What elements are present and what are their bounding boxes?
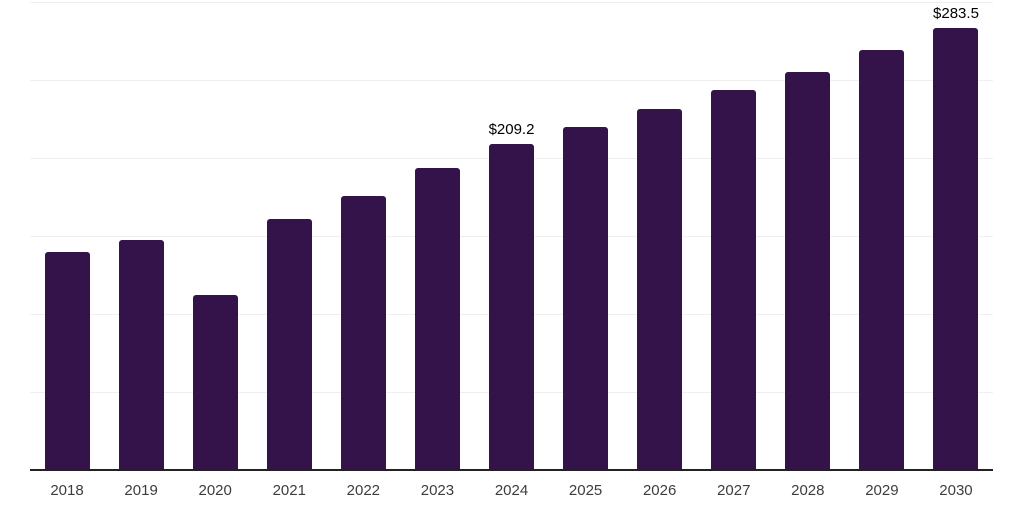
bar-2021 bbox=[266, 219, 312, 470]
bar-2027 bbox=[711, 89, 757, 470]
x-axis-label-2020: 2020 bbox=[198, 482, 232, 499]
gridline bbox=[30, 79, 993, 81]
bar-slot-2029 bbox=[845, 2, 919, 470]
x-axis-label-2029: 2029 bbox=[865, 482, 899, 499]
x-axis-label-2026: 2026 bbox=[642, 482, 677, 499]
x-axis-label-2028: 2028 bbox=[791, 482, 825, 499]
x-axis-label-2024: 2024 bbox=[494, 482, 529, 499]
bar-slot-2026 bbox=[623, 2, 697, 470]
bar-2029 bbox=[859, 49, 905, 470]
gridline bbox=[30, 2, 993, 3]
bar-2030 bbox=[933, 27, 979, 470]
x-axis-label-2027: 2027 bbox=[717, 482, 751, 499]
bar-2025 bbox=[563, 127, 609, 470]
bar-2026 bbox=[637, 109, 683, 470]
bar-slot-2023 bbox=[400, 2, 474, 470]
bar-value-label-2030: $283.5 bbox=[933, 4, 979, 22]
x-axis-label-2025: 2025 bbox=[568, 482, 603, 499]
bar-slot-2028 bbox=[771, 2, 845, 470]
bar-2019 bbox=[118, 240, 164, 470]
x-axis-line bbox=[30, 469, 993, 471]
bar-slot-2025 bbox=[549, 2, 623, 470]
x-axis-label-2022: 2022 bbox=[346, 482, 381, 499]
bars-row: $209.2 $283.5 bbox=[30, 2, 993, 470]
bar-2023 bbox=[414, 168, 460, 470]
x-axis-label-2030: 2030 bbox=[939, 482, 973, 499]
x-axis-label-2021: 2021 bbox=[272, 482, 306, 499]
bar-slot-2022 bbox=[326, 2, 400, 470]
bar-slot-2021 bbox=[252, 2, 326, 470]
x-axis-labels: 2018 2019 2020 2021 2022 2023 2024 2025 2026 2027… bbox=[30, 481, 993, 500]
bar-slot-2019 bbox=[104, 2, 178, 470]
bar-2024 bbox=[489, 143, 534, 470]
bar-2020 bbox=[192, 295, 238, 470]
x-axis-label-2018: 2018 bbox=[50, 482, 84, 499]
bar-2028 bbox=[785, 71, 831, 470]
bar-value-label-2024: $209.2 bbox=[488, 120, 535, 138]
plot-area: $209.2 $283.5 bbox=[30, 2, 993, 470]
bar-slot-2027 bbox=[697, 2, 771, 470]
x-axis-label-2023: 2023 bbox=[420, 482, 455, 499]
x-axis-label-2019: 2019 bbox=[124, 482, 158, 499]
bar-2018 bbox=[44, 252, 90, 470]
bar-slot-2020 bbox=[178, 2, 252, 470]
bar-slot-2018 bbox=[30, 2, 104, 470]
bar-slot-2024: $209.2 bbox=[474, 2, 548, 470]
bar-slot-2030: $283.5 bbox=[919, 2, 993, 470]
bar-2022 bbox=[340, 196, 386, 470]
